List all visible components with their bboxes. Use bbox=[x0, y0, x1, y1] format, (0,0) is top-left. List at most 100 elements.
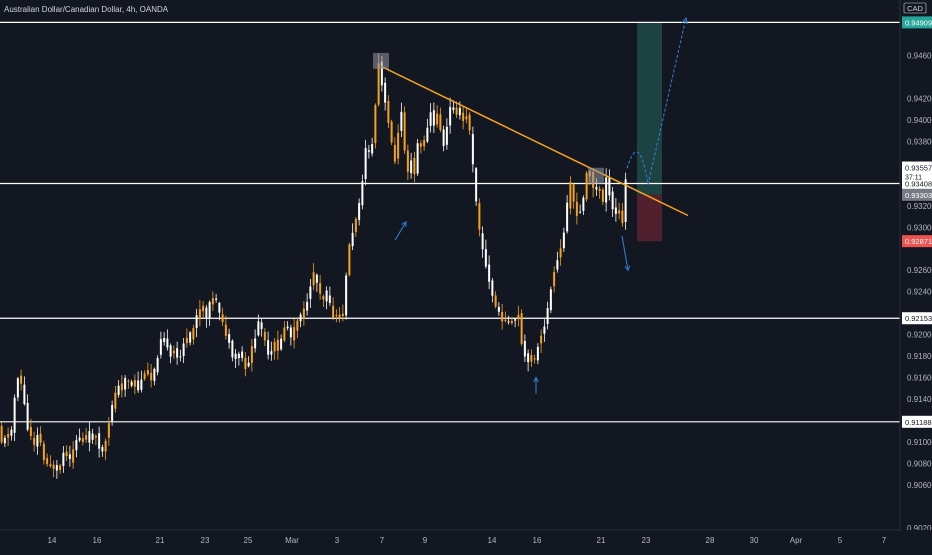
candle-body bbox=[452, 107, 455, 110]
candle-body bbox=[270, 351, 273, 355]
candle-body bbox=[338, 314, 341, 318]
candle-body bbox=[23, 384, 26, 405]
candle-body bbox=[377, 63, 380, 105]
price-axis-panel[interactable] bbox=[900, 0, 932, 550]
marker-box[interactable] bbox=[373, 52, 389, 69]
candle-body bbox=[312, 272, 315, 286]
candle-body bbox=[202, 305, 205, 312]
candle-body bbox=[468, 114, 471, 131]
level-price-tag[interactable] bbox=[902, 16, 932, 29]
arrow-up[interactable] bbox=[394, 221, 407, 241]
time-axis-labels: 14 16 21 23 25 Mar 3 7 9 14 16 21 23 28 30 Apr 5 7 bbox=[48, 536, 887, 545]
candle-body bbox=[507, 321, 510, 323]
projection-path[interactable] bbox=[626, 17, 687, 185]
candle-body bbox=[133, 380, 136, 387]
candle-body bbox=[575, 201, 578, 216]
candle-body bbox=[416, 143, 419, 174]
candle-body bbox=[85, 435, 88, 440]
candle-body bbox=[98, 433, 101, 449]
candles-layer bbox=[0, 53, 627, 479]
candle-body bbox=[273, 341, 276, 352]
candle-body bbox=[481, 233, 484, 250]
candle-body bbox=[163, 337, 166, 343]
candle-body bbox=[88, 431, 91, 443]
candle-body bbox=[94, 435, 97, 438]
candle-body bbox=[413, 157, 416, 175]
candle-body bbox=[159, 339, 162, 355]
price-tag-text: 0.92871 bbox=[905, 237, 932, 246]
candle-body bbox=[618, 210, 621, 214]
candle-body bbox=[504, 319, 507, 321]
time-tick-label: Mar bbox=[285, 536, 299, 545]
level-price-tag[interactable] bbox=[902, 312, 932, 325]
level-price-tag[interactable] bbox=[902, 415, 932, 428]
candle-body bbox=[364, 147, 367, 180]
annotations-layer bbox=[373, 16, 689, 394]
price-tag[interactable] bbox=[902, 161, 932, 182]
time-axis-panel[interactable] bbox=[0, 530, 932, 550]
candle-body bbox=[315, 274, 318, 283]
candle-body bbox=[520, 313, 523, 344]
price-tag[interactable] bbox=[902, 188, 932, 201]
candle-body bbox=[455, 107, 458, 115]
candle-body bbox=[68, 454, 71, 459]
candle-body bbox=[351, 232, 354, 247]
candle-body bbox=[62, 452, 65, 466]
candle-body bbox=[117, 385, 120, 396]
arrow-down[interactable] bbox=[621, 235, 629, 271]
time-tick-label: Apr bbox=[790, 536, 803, 545]
candle-body bbox=[614, 207, 617, 214]
level-price-text: 0.94909 bbox=[905, 18, 932, 27]
candle-body bbox=[332, 305, 335, 318]
candle-body bbox=[52, 464, 55, 470]
candle-body bbox=[523, 340, 526, 357]
candle-body bbox=[91, 433, 94, 440]
candle-body bbox=[397, 132, 400, 159]
candle-body bbox=[156, 357, 159, 373]
candle-body bbox=[247, 362, 250, 367]
candle-body bbox=[572, 184, 575, 202]
candle-body bbox=[81, 438, 84, 442]
candle-body bbox=[224, 324, 227, 336]
candle-body bbox=[380, 61, 383, 86]
candle-body bbox=[192, 328, 195, 340]
candle-body bbox=[260, 322, 263, 330]
marker-box[interactable] bbox=[588, 167, 604, 184]
candle-body bbox=[111, 404, 114, 422]
projection-arrowhead bbox=[681, 16, 688, 24]
candle-body bbox=[234, 353, 237, 359]
candle-body bbox=[341, 313, 344, 316]
candle-body bbox=[215, 298, 218, 300]
time-tick-label: 23 bbox=[201, 536, 210, 545]
candle-body bbox=[46, 458, 49, 465]
candle-body bbox=[611, 191, 614, 210]
candle-body bbox=[0, 425, 3, 443]
candle-body bbox=[309, 286, 312, 299]
candle-body bbox=[75, 439, 78, 451]
time-tick-label: 5 bbox=[838, 536, 843, 545]
candle-body bbox=[150, 372, 153, 381]
trendline[interactable] bbox=[380, 65, 689, 217]
candle-body bbox=[410, 160, 413, 174]
candle-body bbox=[384, 82, 387, 103]
time-tick-label: 28 bbox=[706, 536, 715, 545]
candle-body bbox=[166, 338, 169, 348]
candle-body bbox=[608, 178, 611, 196]
candle-body bbox=[406, 150, 409, 172]
price-tag[interactable] bbox=[902, 235, 932, 248]
candle-body bbox=[478, 203, 481, 230]
candle-body bbox=[20, 375, 23, 384]
candle-body bbox=[322, 296, 325, 300]
candle-body bbox=[601, 189, 604, 202]
candle-body bbox=[3, 437, 6, 444]
candle-body bbox=[124, 377, 127, 390]
